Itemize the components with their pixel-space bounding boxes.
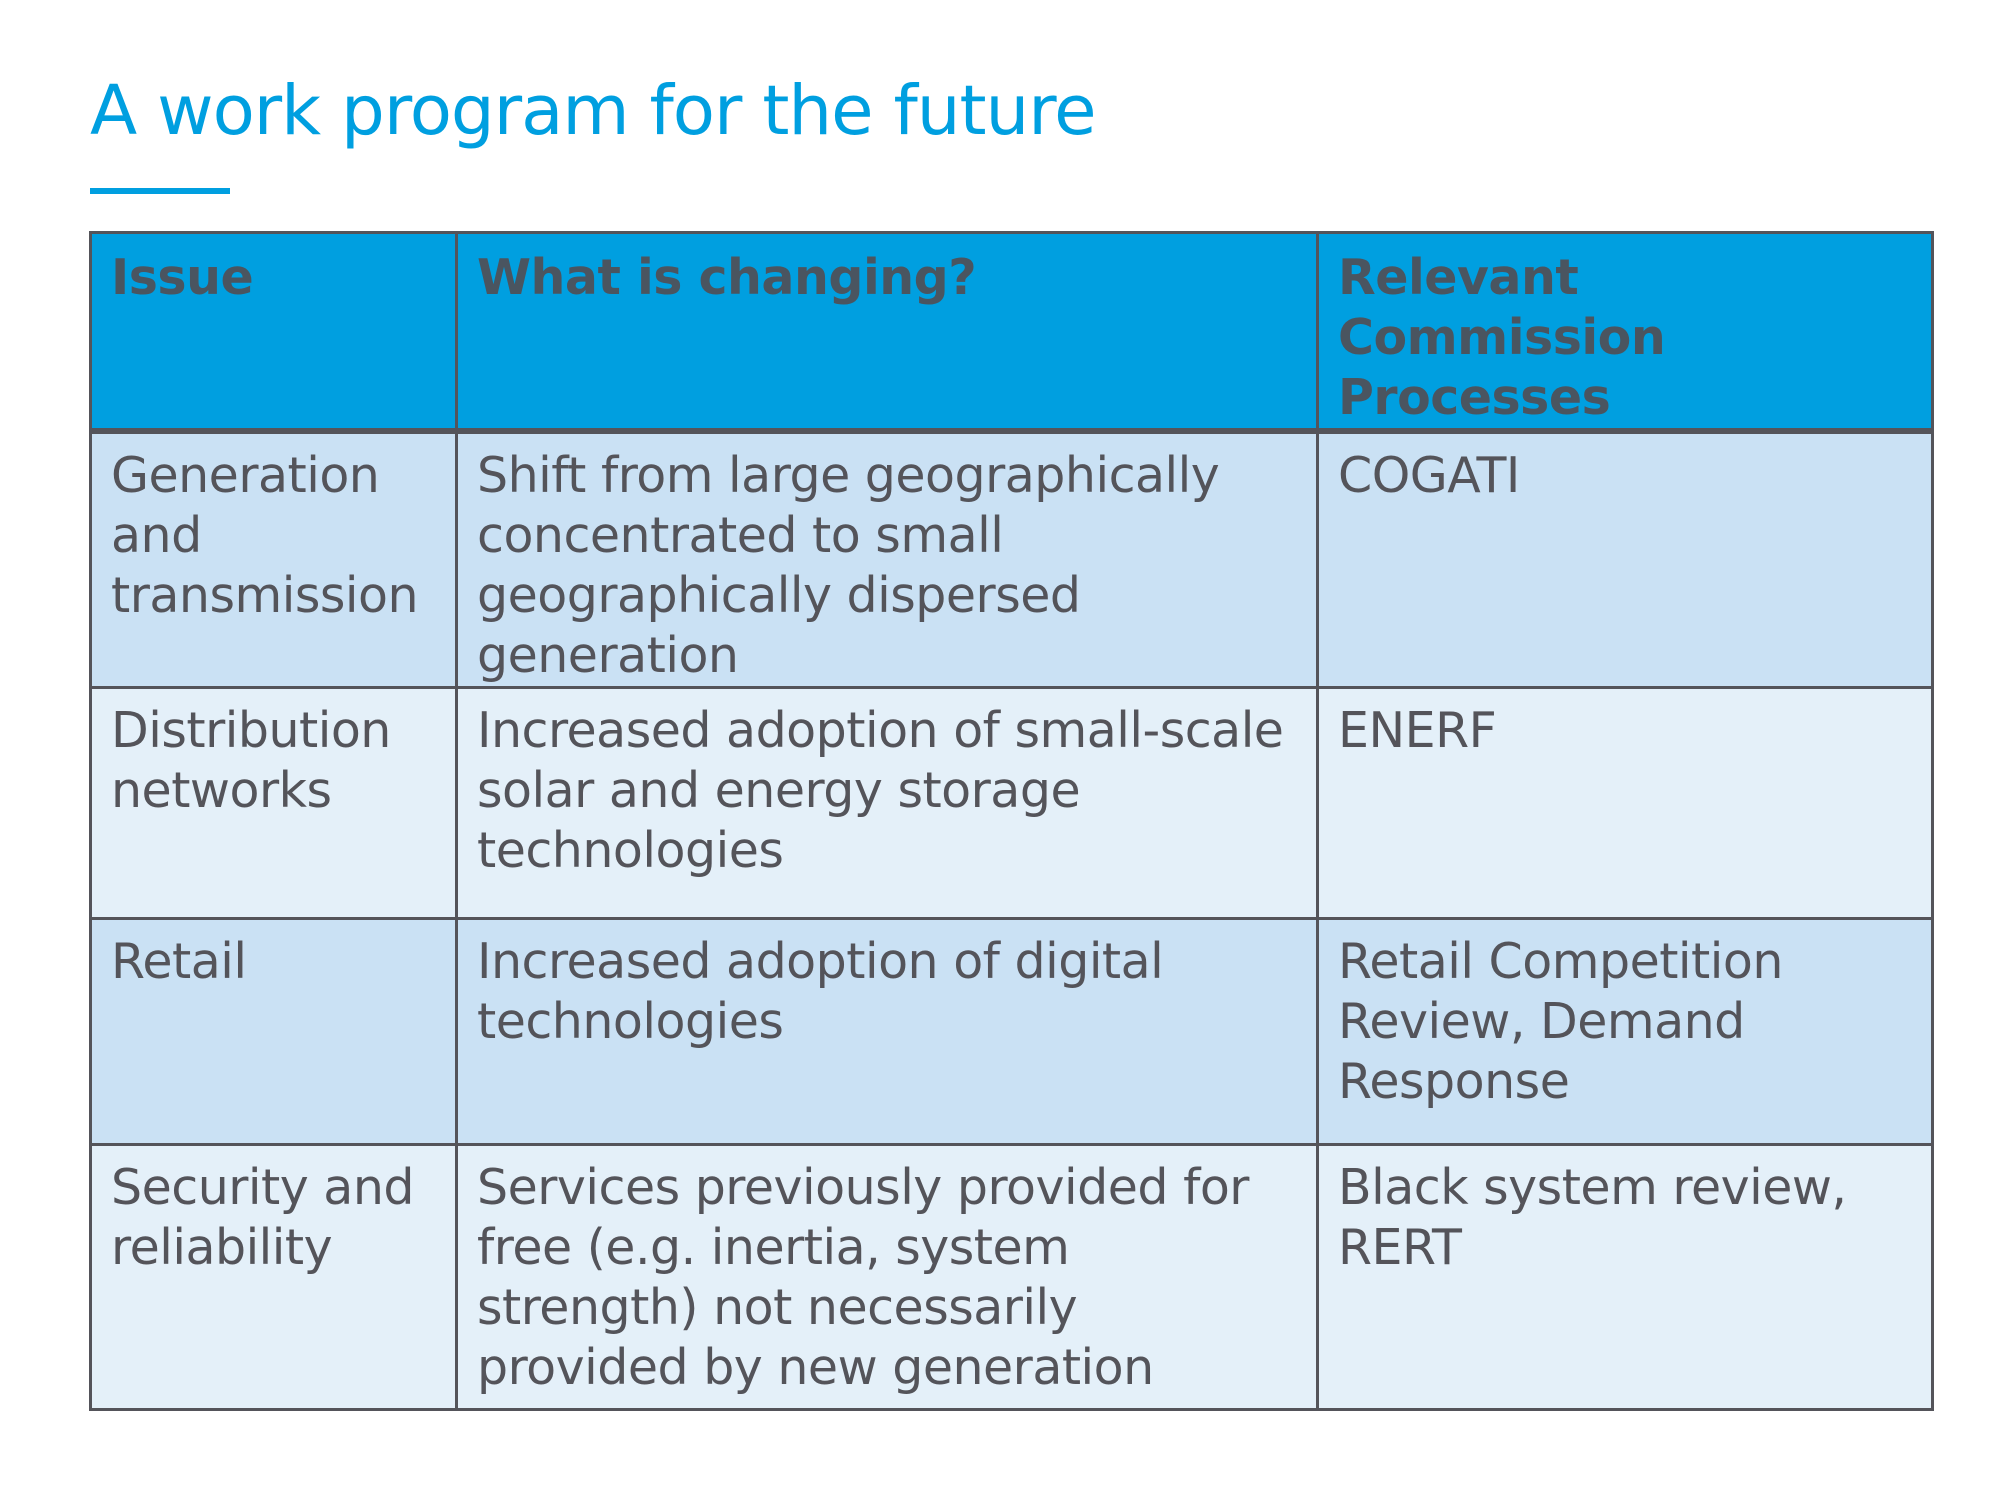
page-title: A work program for the future [90,71,1097,151]
table-row: Retail Increased adoption of digital tec… [89,917,1934,1146]
processes-cell: ENERF [1316,686,1934,920]
issue-cell: Security and reliability [89,1143,458,1411]
table-row: Distribution networks Increased adoption… [89,686,1934,920]
change-cell: Shift from large geographically concentr… [455,429,1319,689]
work-program-table: Issue What is changing? Relevant Commiss… [89,231,1934,1411]
title-underline [90,188,230,194]
issue-cell: Retail [89,917,458,1146]
processes-cell: COGATI [1316,429,1934,689]
change-cell: Increased adoption of small-scale solar … [455,686,1319,920]
header-issue: Issue [89,231,458,434]
table-row: Security and reliability Services previo… [89,1143,1934,1411]
header-what-is-changing: What is changing? [455,231,1319,434]
processes-cell: Black system review, RERT [1316,1143,1934,1411]
processes-cell: Retail Competition Review, Demand Respon… [1316,917,1934,1146]
change-cell: Increased adoption of digital technologi… [455,917,1319,1146]
header-relevant-processes: Relevant Commission Processes [1316,231,1934,434]
change-cell: Services previously provided for free (e… [455,1143,1319,1411]
table-row: Generation and transmission Shift from l… [89,429,1934,689]
issue-cell: Distribution networks [89,686,458,920]
issue-cell: Generation and transmission [89,429,458,689]
table-header-row: Issue What is changing? Relevant Commiss… [89,231,1934,434]
